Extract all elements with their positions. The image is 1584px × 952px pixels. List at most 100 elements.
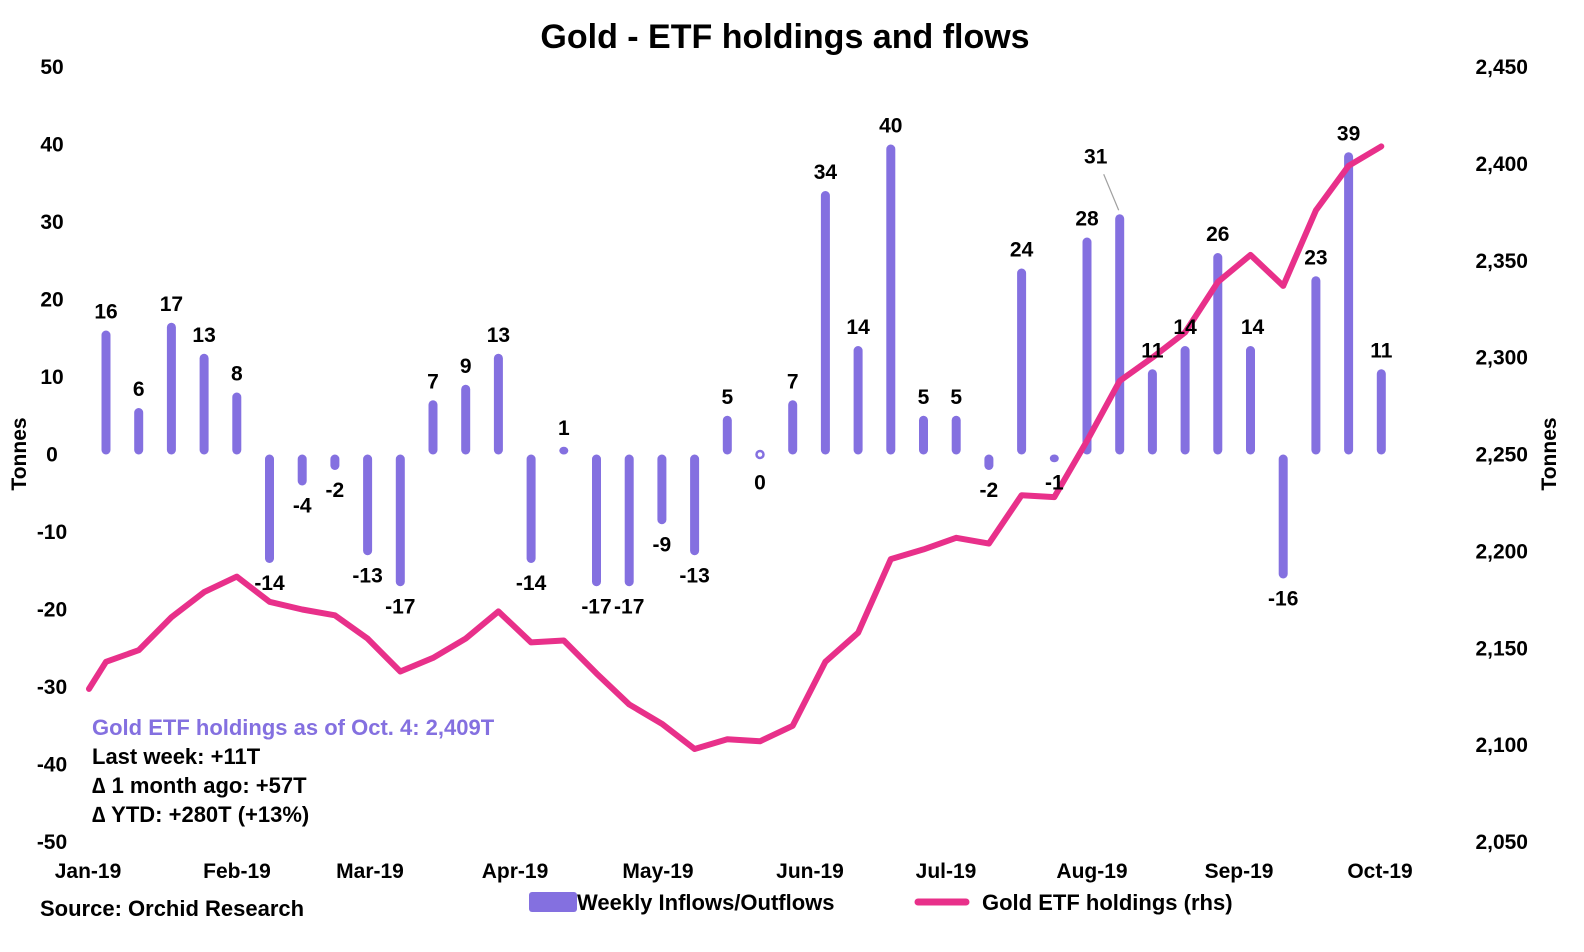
flow-data-label: 28	[1075, 208, 1099, 231]
legend-bar-swatch	[529, 892, 577, 912]
flow-data-label: 5	[721, 386, 733, 409]
flow-bar	[951, 415, 961, 455]
annotation-line: ∆ 1 month ago: +57T	[92, 773, 307, 798]
flow-bar	[232, 392, 242, 455]
flow-bar	[886, 144, 896, 455]
left-tick-label: -20	[37, 599, 67, 622]
source-note: Source: Orchid Research	[40, 896, 304, 921]
flow-bar	[853, 346, 863, 455]
flow-data-label: 7	[427, 370, 439, 393]
right-tick-label: 2,400	[1475, 153, 1528, 176]
flow-data-label: -17	[614, 595, 644, 618]
weekly-flow-bars	[101, 144, 1386, 587]
left-tick-label: 50	[40, 56, 63, 79]
annotation-headline: Gold ETF holdings as of Oct. 4: 2,409T	[92, 715, 495, 740]
flow-data-label: 26	[1206, 223, 1229, 246]
x-month-label: Mar-19	[336, 860, 404, 883]
flow-bar	[919, 415, 928, 455]
flow-data-label: -14	[254, 572, 285, 595]
flow-bar	[526, 454, 536, 563]
x-month-label: Apr-19	[482, 860, 549, 883]
left-axis-ticks: 50 40 30 20 10 0 -10 -20 -30 -40 -50	[37, 56, 67, 854]
left-tick-label: 10	[40, 366, 63, 389]
flow-data-label: -1	[1045, 471, 1064, 494]
left-tick-label: -40	[37, 754, 67, 777]
x-month-label: Jan-19	[55, 860, 122, 883]
flow-data-label: 5	[950, 386, 962, 409]
flow-data-label: 23	[1304, 246, 1327, 269]
chart-legend: Weekly Inflows/Outflows Gold ETF holding…	[529, 890, 1233, 915]
flow-data-label: 11	[1370, 339, 1393, 362]
flow-bar	[1344, 152, 1354, 455]
flow-bar	[1049, 454, 1059, 463]
legend-bar-label: Weekly Inflows/Outflows	[577, 890, 835, 915]
flow-data-label: 31	[1084, 145, 1108, 168]
flow-data-label: 24	[1010, 239, 1034, 262]
flow-bar	[461, 384, 471, 455]
holdings-line-layer	[86, 143, 1385, 752]
left-tick-label: 0	[46, 444, 58, 467]
left-axis-title: Tonnes	[8, 417, 31, 490]
flow-bar	[265, 454, 274, 563]
flow-bar	[1115, 214, 1125, 455]
x-month-label: Feb-19	[203, 860, 271, 883]
flow-data-label: 14	[1173, 316, 1197, 339]
flow-bar	[1213, 253, 1223, 455]
x-month-label: Jul-19	[916, 860, 977, 883]
flow-data-label: -2	[326, 479, 345, 502]
x-month-label: Sep-19	[1205, 860, 1274, 883]
left-tick-label: 30	[40, 211, 63, 234]
flow-data-label: -13	[679, 564, 709, 587]
x-month-label: Aug-19	[1056, 860, 1127, 883]
flow-data-label: 7	[787, 370, 799, 393]
flow-data-label: 14	[846, 316, 870, 339]
flow-bar	[428, 400, 438, 455]
flow-bar	[1311, 276, 1321, 455]
flow-bar	[559, 446, 569, 455]
flow-data-label: -4	[293, 495, 312, 518]
flow-bar	[984, 454, 994, 470]
flow-bar	[788, 400, 798, 455]
flow-bar	[101, 330, 111, 455]
flow-bar	[134, 408, 144, 455]
right-tick-label: 2,350	[1475, 250, 1528, 273]
flow-bar	[1376, 369, 1386, 455]
left-tick-label: -50	[37, 831, 67, 854]
flow-data-label: 13	[487, 324, 510, 347]
flow-bar	[166, 322, 176, 455]
left-tick-label: -10	[37, 521, 67, 544]
flow-bar	[755, 449, 765, 460]
flow-bar	[1246, 346, 1255, 455]
data-label-leader	[1103, 174, 1120, 211]
flow-bar	[363, 454, 373, 556]
flow-bar	[493, 353, 503, 455]
flow-data-label: 1	[558, 417, 570, 440]
holdings-annotation: Gold ETF holdings as of Oct. 4: 2,409T La…	[92, 715, 495, 827]
flow-data-label: 9	[460, 355, 472, 378]
right-tick-label: 2,150	[1475, 637, 1528, 660]
flow-bar	[297, 454, 307, 486]
left-tick-label: 20	[40, 289, 63, 312]
left-tick-label: -30	[37, 676, 67, 699]
x-month-label: May-19	[622, 860, 693, 883]
flow-bar	[657, 454, 667, 525]
flow-data-label: -2	[980, 479, 999, 502]
flow-data-label: 13	[192, 324, 215, 347]
flow-data-label: -17	[581, 595, 611, 618]
flow-data-label: 34	[814, 161, 838, 184]
flow-bar	[1082, 237, 1092, 455]
flow-bar	[1180, 346, 1190, 455]
flow-data-label: 16	[94, 301, 117, 324]
flow-data-label: 8	[231, 363, 243, 386]
flow-bar	[330, 454, 340, 470]
right-axis-ticks: 2,450 2,400 2,350 2,300 2,250 2,200 2,150 2,100…	[1475, 56, 1528, 854]
x-axis-month-labels: Jan-19 Feb-19 Mar-19 Apr-19 May-19 Jun-19 Jul-…	[55, 860, 1413, 883]
flow-data-label: 5	[918, 386, 930, 409]
annotation-line: ∆ YTD: +280T (+13%)	[92, 802, 309, 827]
flow-data-label: -16	[1268, 588, 1298, 611]
flow-data-label: 0	[754, 472, 766, 495]
flow-data-label: -17	[385, 595, 415, 618]
right-tick-label: 2,200	[1475, 540, 1528, 563]
flow-bar	[199, 353, 209, 455]
